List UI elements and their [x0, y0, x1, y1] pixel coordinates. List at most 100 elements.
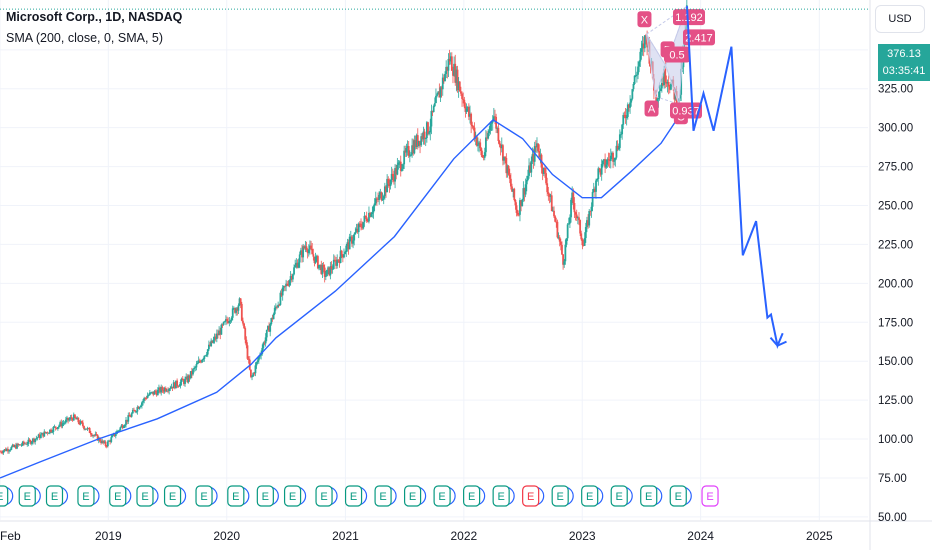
- candle-body: [180, 378, 183, 382]
- earnings-marker-label[interactable]: E: [0, 491, 3, 503]
- pattern-ratio-xab-box[interactable]: [664, 46, 690, 63]
- earnings-marker-label[interactable]: E: [232, 491, 239, 503]
- earnings-marker[interactable]: [669, 485, 687, 507]
- earnings-marker[interactable]: [256, 485, 274, 507]
- earnings-marker[interactable]: [77, 485, 95, 507]
- projection-path[interactable]: [686, 6, 784, 349]
- earnings-marker[interactable]: [581, 485, 599, 507]
- candle-body: [655, 90, 658, 102]
- earnings-marker[interactable]: [0, 485, 9, 507]
- earnings-marker[interactable]: [433, 485, 451, 507]
- earnings-marker[interactable]: [45, 485, 64, 507]
- earnings-marker-label[interactable]: E: [141, 491, 148, 503]
- symbol-title[interactable]: Microsoft Corp., 1D, NASDAQ: [6, 10, 183, 24]
- earnings-marker[interactable]: [315, 485, 333, 507]
- earnings-marker[interactable]: [640, 485, 658, 507]
- candle-body: [432, 106, 435, 112]
- earnings-marker-label[interactable]: E: [616, 491, 623, 503]
- candle-body: [439, 87, 442, 98]
- earnings-marker-label[interactable]: E: [51, 491, 58, 503]
- candle-body: [328, 267, 331, 276]
- candle-body: [236, 308, 239, 311]
- pattern-ratio-abc[interactable]: 0.937: [672, 106, 700, 118]
- earnings-marker-label[interactable]: E: [706, 491, 713, 503]
- earnings-marker[interactable]: [492, 485, 510, 507]
- candle-body: [595, 180, 597, 192]
- earnings-marker-label[interactable]: E: [169, 491, 176, 503]
- earnings-marker-label[interactable]: E: [675, 491, 682, 503]
- candle-body: [131, 409, 134, 414]
- candle-body: [498, 141, 501, 145]
- earnings-marker-label[interactable]: E: [82, 491, 89, 503]
- pattern-ratio-xad[interactable]: 2.417: [685, 32, 713, 44]
- earnings-marker-label[interactable]: E: [24, 491, 31, 503]
- earnings-marker-label[interactable]: E: [200, 491, 207, 503]
- pattern-ratio-xad-box[interactable]: [683, 29, 715, 46]
- earnings-marker-label[interactable]: E: [438, 491, 445, 503]
- candle-body: [609, 155, 612, 162]
- pattern-label-a[interactable]: A: [648, 104, 656, 116]
- earnings-marker-label[interactable]: E: [468, 491, 475, 503]
- earnings-marker-label[interactable]: E: [497, 491, 504, 503]
- candle-body: [99, 438, 101, 442]
- pattern-ratio-bcd[interactable]: 1.192: [675, 12, 703, 24]
- earnings-marker[interactable]: [374, 485, 392, 507]
- earnings-marker[interactable]: [195, 485, 213, 507]
- earnings-marker[interactable]: [163, 485, 182, 507]
- earnings-marker-label[interactable]: E: [557, 491, 564, 503]
- pattern-label-a-box[interactable]: [644, 100, 659, 117]
- candle-body: [383, 186, 386, 197]
- projection-arrowhead[interactable]: [769, 336, 787, 347]
- earnings-marker[interactable]: [227, 485, 245, 507]
- earnings-markers[interactable]: EEEEEEEEEEEEEEEEEEEEEEEEE: [0, 485, 719, 507]
- earnings-marker-label[interactable]: E: [350, 491, 357, 503]
- pattern-ratio-bcd-box[interactable]: [673, 9, 705, 26]
- earnings-marker-label[interactable]: E: [527, 491, 534, 503]
- earnings-marker-label[interactable]: E: [645, 491, 652, 503]
- pattern-ratio-xab[interactable]: 0.5: [669, 49, 684, 61]
- candle-body: [212, 339, 215, 343]
- pattern-label-x-box[interactable]: [637, 11, 652, 28]
- candle-body: [571, 192, 574, 200]
- earnings-marker[interactable]: [463, 485, 481, 507]
- currency-button[interactable]: USD: [875, 5, 925, 33]
- candle-body: [527, 175, 529, 181]
- earnings-marker[interactable]: [701, 485, 719, 507]
- earnings-marker[interactable]: [551, 485, 569, 507]
- candle-body: [507, 165, 510, 175]
- indicator-legend[interactable]: SMA (200, close, 0, SMA, 5): [6, 31, 164, 45]
- candle-body: [373, 203, 376, 207]
- candle-body: [435, 95, 437, 104]
- pattern-ratio-abc-box[interactable]: [670, 102, 702, 119]
- candle-body: [315, 256, 318, 257]
- earnings-marker[interactable]: [522, 485, 540, 507]
- earnings-marker-label[interactable]: E: [586, 491, 593, 503]
- earnings-marker[interactable]: [109, 485, 127, 507]
- earnings-marker-label[interactable]: E: [409, 491, 416, 503]
- candle-body: [318, 264, 320, 269]
- earnings-marker-label[interactable]: E: [262, 491, 269, 503]
- projection-line[interactable]: [686, 6, 787, 349]
- candle-body: [593, 188, 596, 192]
- earnings-marker[interactable]: [610, 485, 628, 507]
- earnings-marker-label[interactable]: E: [379, 491, 386, 503]
- earnings-marker[interactable]: [283, 485, 302, 507]
- earnings-marker-label[interactable]: E: [114, 491, 121, 503]
- earnings-marker-label[interactable]: E: [320, 491, 327, 503]
- candle-body: [179, 381, 182, 386]
- pattern-triangle-xab[interactable]: [645, 33, 667, 97]
- candle-body: [183, 380, 185, 384]
- earnings-marker[interactable]: [403, 485, 422, 507]
- earnings-marker-label[interactable]: E: [289, 491, 296, 503]
- candle-body: [1, 452, 4, 454]
- candle-body: [235, 308, 238, 313]
- pattern-label-x[interactable]: X: [641, 14, 649, 26]
- candle-body: [588, 211, 591, 226]
- candle-body: [612, 152, 614, 162]
- earnings-marker[interactable]: [344, 485, 363, 507]
- candle-body: [0, 451, 3, 453]
- earnings-marker[interactable]: [18, 485, 36, 507]
- earnings-marker[interactable]: [136, 485, 154, 507]
